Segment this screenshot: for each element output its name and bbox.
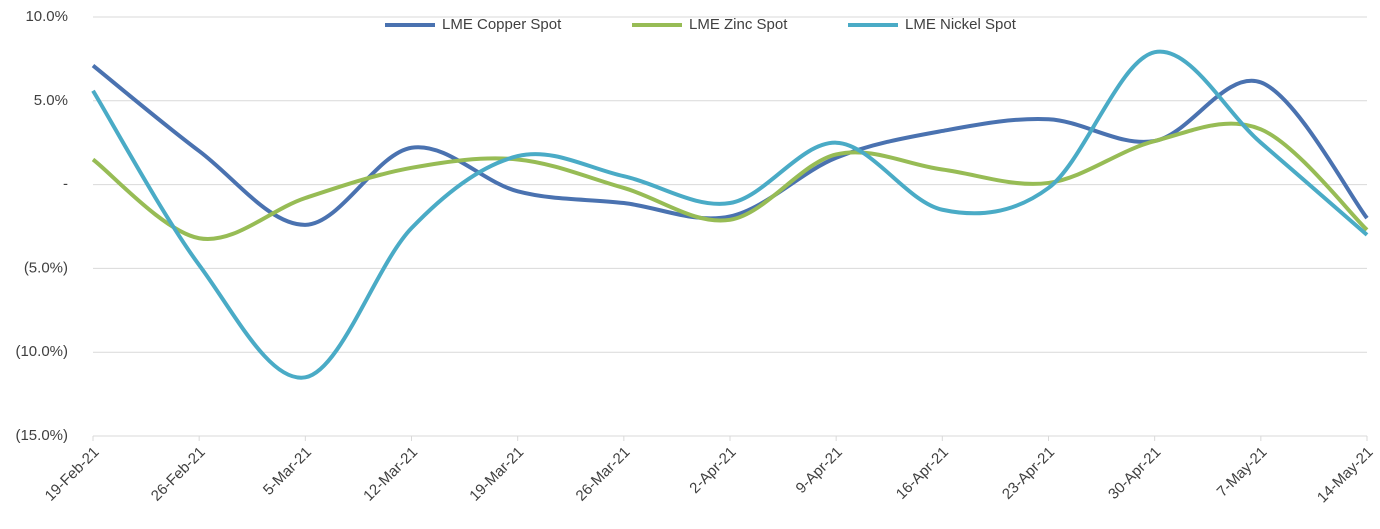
x-tick-label: 16-Apr-21	[893, 444, 952, 503]
series-line	[91, 49, 1369, 380]
x-tick-label: 26-Mar-21	[573, 444, 634, 505]
legend-label: LME Zinc Spot	[689, 16, 788, 33]
x-tick-label: 30-Apr-21	[1105, 444, 1164, 503]
y-tick-label: (15.0%)	[15, 427, 68, 444]
x-tick-label: 2-Apr-21	[686, 444, 739, 497]
y-tick-label: (5.0%)	[24, 259, 68, 276]
series-line	[91, 121, 1369, 242]
x-tick-label: 5-Mar-21	[260, 444, 315, 499]
y-tick-label: 10.0%	[25, 8, 68, 25]
x-tick-label: 7-May-21	[1214, 444, 1271, 501]
legend-label: LME Nickel Spot	[905, 16, 1017, 33]
x-tick-label: 19-Feb-21	[42, 444, 103, 505]
x-tick-label: 9-Apr-21	[793, 444, 846, 497]
x-tick-label: 19-Mar-21	[466, 444, 527, 505]
series-line	[91, 64, 1369, 227]
y-tick-label: -	[63, 176, 68, 193]
y-tick-label: 5.0%	[34, 92, 68, 109]
x-tick-label: 23-Apr-21	[999, 444, 1058, 503]
x-tick-label: 12-Mar-21	[360, 444, 421, 505]
x-tick-label: 26-Feb-21	[148, 444, 209, 505]
x-tick-label: 14-May-21	[1314, 444, 1377, 507]
legend-label: LME Copper Spot	[442, 16, 562, 33]
y-tick-label: (10.0%)	[15, 343, 68, 360]
